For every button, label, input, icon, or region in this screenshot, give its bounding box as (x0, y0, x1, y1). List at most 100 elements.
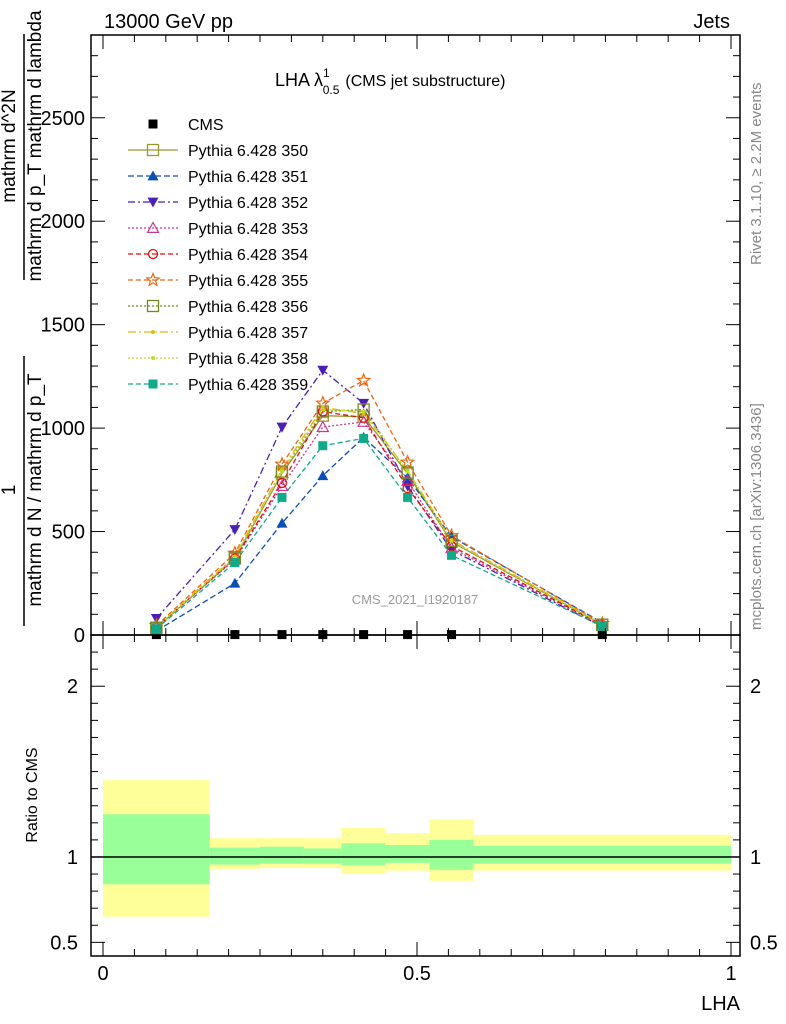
series-line-2 (156, 436, 603, 632)
series-10-point (447, 550, 457, 560)
title-subscript: 0.5 (323, 83, 340, 97)
x-axis-title: LHA (701, 993, 741, 1015)
legend-label: Pythia 6.428 356 (188, 299, 308, 316)
ylabel-frac1-bottom: mathrm d N / mathrm d p_T (25, 373, 46, 607)
ratio-band-inner-3 (303, 848, 342, 864)
series-5-point (276, 477, 288, 489)
series-7-point (275, 465, 289, 478)
series-9-point (361, 409, 366, 414)
ylabel-frac2-top: mathrm d^2N (0, 89, 20, 202)
title-rest: (CMS jet substructure) (345, 73, 505, 90)
ratio-x-axis: 0 0.5 1 (97, 635, 737, 985)
legend-label: Pythia 6.428 350 (188, 143, 308, 160)
series-2-point (276, 517, 288, 528)
series-4-point (275, 479, 289, 492)
header-right: Jets (693, 11, 730, 33)
ratio-band-inner-6 (429, 839, 474, 870)
ratio-ytick-label-right: 0.5 (750, 932, 778, 954)
xtick-label: 1 (725, 963, 736, 985)
series-10-point (318, 441, 328, 451)
legend-marker (151, 356, 155, 360)
series-10-point (597, 621, 607, 631)
y-axis-title: 1 mathrm d N / mathrm d p_T mathrm d^2N … (0, 10, 46, 626)
series-line-6 (155, 379, 603, 627)
ratio-ytick-label-right: 1 (750, 847, 761, 869)
main-panel: 0 500 1000 1500 2000 2500 (41, 34, 741, 647)
ratio-ytick-label-left: 1 (67, 847, 78, 869)
legend-marker (145, 271, 161, 287)
series-10-point (403, 492, 413, 502)
ratio-ytick-label-left: 0.5 (50, 932, 78, 954)
legend-label: Pythia 6.428 359 (188, 377, 308, 394)
legend-marker (147, 197, 159, 208)
series-2-point (402, 472, 414, 483)
series-9-point (320, 407, 325, 412)
series-10-point (359, 433, 369, 443)
series-2-point (229, 577, 241, 588)
series-7-point (401, 466, 414, 479)
series-4-point (316, 420, 330, 433)
legend-label: Pythia 6.428 351 (188, 169, 308, 186)
series-3-point (317, 365, 329, 376)
series-4-point (401, 474, 415, 486)
legend-marker (147, 170, 159, 181)
main-ytick-label: 1500 (41, 315, 86, 337)
legend-label: Pythia 6.428 357 (188, 325, 308, 342)
mcplots-label: mcplots.cern.ch [arXiv:1306.3436] (748, 403, 765, 630)
legend-marker (146, 143, 160, 157)
legend-marker (146, 221, 160, 233)
header-left: 13000 GeV pp (104, 11, 233, 33)
main-title: LHA λ1 0.5 (CMS jet substructure) (275, 66, 505, 97)
title-main: LHA λ (275, 70, 323, 90)
analysis-watermark: CMS_2021_I1920187 (352, 592, 479, 607)
legend-marker (146, 299, 160, 313)
ratio-frame (90, 634, 741, 957)
series-9-point (449, 538, 454, 543)
series-7-point (445, 534, 458, 548)
legend-marker (151, 330, 155, 334)
legend-label: CMS (188, 117, 224, 134)
main-ytick-label: 0 (74, 625, 85, 647)
series-3-point (276, 422, 288, 433)
series-6-point (274, 456, 290, 471)
legend-label: Pythia 6.428 353 (188, 221, 308, 238)
legend: CMS Pythia 6.428 350 Pythia 6.428 351 Pythi… (128, 117, 308, 394)
legend-marker (148, 379, 158, 389)
series-line-3 (155, 369, 603, 628)
xtick-label: 0.5 (403, 963, 431, 985)
ratio-ylabel: Ratio to CMS (24, 747, 41, 842)
series-3-point (229, 525, 241, 535)
ratio-panel: 0.5 0.51 12 2 0 0.5 1 (50, 634, 778, 985)
series-line-10 (155, 437, 603, 630)
ratio-band-inner-4 (341, 843, 386, 866)
series-lines (155, 369, 603, 632)
legend-label: Pythia 6.428 355 (188, 273, 308, 290)
ylabel-frac2-bottom: mathrm d p_T mathrm d lambda (25, 10, 46, 281)
ratio-ytick-label-right: 2 (750, 676, 761, 698)
main-y-axis: 0 500 1000 1500 2000 2500 (41, 34, 740, 647)
ratio-y-axis: 0.5 0.5 1 1 2 2 (50, 651, 778, 954)
ratio-band-inner-5 (385, 845, 430, 863)
rivet-version-label: Rivet 3.1.10, ≥ 2.2M events (748, 83, 765, 266)
main-ytick-label: 2000 (41, 211, 86, 233)
ylabel-frac1-top: 1 (0, 485, 20, 496)
title-superscript: 1 (323, 66, 330, 80)
series-line-5 (155, 410, 603, 628)
ratio-band-inner-1 (209, 847, 260, 865)
legend-label: Pythia 6.428 354 (188, 247, 308, 264)
ratio-bands (91, 780, 740, 917)
series-10-point (277, 492, 287, 502)
ratio-band-inner-7 (473, 845, 731, 864)
ratio-band-inner-2 (260, 846, 304, 864)
series-9-point (279, 469, 284, 474)
main-ytick-label: 500 (52, 522, 85, 544)
legend-label: Pythia 6.428 352 (188, 195, 308, 212)
series-5-point (402, 482, 413, 494)
main-ytick-label: 2500 (41, 108, 86, 130)
main-ytick-label: 1000 (41, 418, 86, 440)
legend-label: Pythia 6.428 358 (188, 351, 308, 368)
xtick-label: 0 (97, 963, 108, 985)
legend-marker (148, 119, 158, 129)
ratio-band-inner-0 (103, 814, 210, 885)
